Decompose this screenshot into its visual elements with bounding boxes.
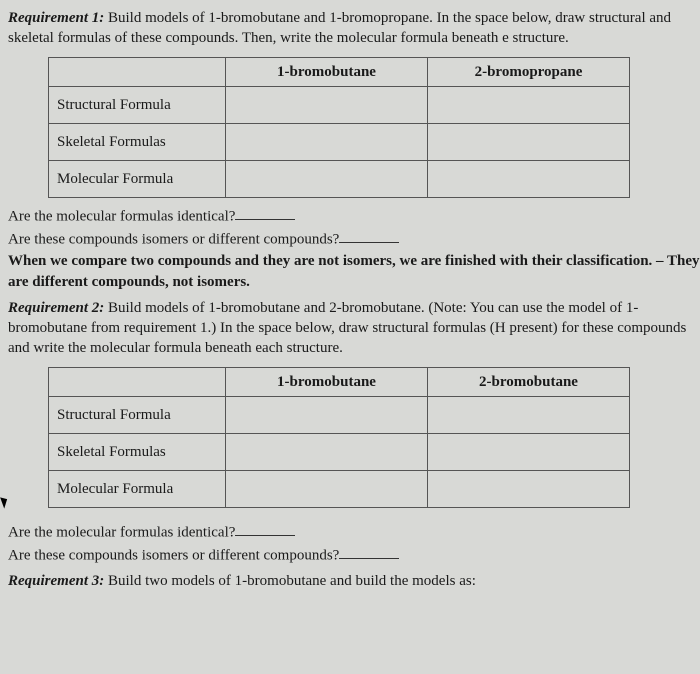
question-line: Are the molecular formulas identical? bbox=[8, 522, 700, 543]
worksheet-page: Requirement 1: Build models of 1-bromobu… bbox=[0, 0, 700, 592]
req1-body: Build models of 1-bromobutane and 1-brom… bbox=[8, 10, 671, 46]
requirement-2-text: Requirement 2: Build models of 1-bromobu… bbox=[8, 298, 700, 359]
table-cell bbox=[428, 123, 630, 160]
col-header: 1-bromobutane bbox=[226, 57, 428, 86]
req2-label: Requirement 2: bbox=[8, 300, 104, 316]
table-req2: 1-bromobutane 2-bromobutane Structural F… bbox=[48, 367, 630, 508]
blank-line bbox=[235, 522, 295, 537]
table-req1: 1-bromobutane 2-bromopropane Structural … bbox=[48, 57, 630, 198]
row-header: Skeletal Formulas bbox=[49, 123, 226, 160]
table-cell bbox=[226, 470, 428, 507]
q1-line1: Are the molecular formulas identical? bbox=[8, 208, 235, 224]
col-header: 2-bromobutane bbox=[428, 367, 630, 396]
question-line: Are the molecular formulas identical? bbox=[8, 206, 700, 227]
table-cell bbox=[226, 396, 428, 433]
table-cell bbox=[226, 160, 428, 197]
table-row: 1-bromobutane 2-bromobutane bbox=[49, 367, 630, 396]
table-row: Structural Formula bbox=[49, 396, 630, 433]
table-cell bbox=[226, 433, 428, 470]
question-line: Are these compounds isomers or different… bbox=[8, 229, 700, 250]
table-corner bbox=[49, 367, 226, 396]
table-cell bbox=[226, 123, 428, 160]
table-row: Skeletal Formulas bbox=[49, 123, 630, 160]
q1-line2: Are these compounds isomers or different… bbox=[8, 231, 339, 247]
req1-label: Requirement 1: bbox=[8, 10, 104, 26]
table-cell bbox=[428, 470, 630, 507]
req2-body: Build models of 1-bromobutane and 2-brom… bbox=[8, 300, 686, 357]
req3-body: Build two models of 1-bromobutane and bu… bbox=[104, 573, 476, 589]
col-header: 2-bromopropane bbox=[428, 57, 630, 86]
classification-statement: When we compare two compounds and they a… bbox=[8, 251, 700, 292]
req3-label: Requirement 3: bbox=[8, 573, 104, 589]
row-header: Skeletal Formulas bbox=[49, 433, 226, 470]
table-cell bbox=[428, 86, 630, 123]
blank-line bbox=[339, 545, 399, 560]
row-header: Molecular Formula bbox=[49, 470, 226, 507]
requirement-1-text: Requirement 1: Build models of 1-bromobu… bbox=[8, 8, 700, 49]
table-cell bbox=[428, 396, 630, 433]
row-header: Structural Formula bbox=[49, 86, 226, 123]
col-header: 1-bromobutane bbox=[226, 367, 428, 396]
row-header: Molecular Formula bbox=[49, 160, 226, 197]
blank-line bbox=[339, 229, 399, 244]
row-header: Structural Formula bbox=[49, 396, 226, 433]
table-cell bbox=[428, 433, 630, 470]
table-row: Molecular Formula bbox=[49, 470, 630, 507]
table-cell bbox=[226, 86, 428, 123]
question-line: Are these compounds isomers or different… bbox=[8, 545, 700, 566]
q2-line2: Are these compounds isomers or different… bbox=[8, 547, 339, 563]
table-row: 1-bromobutane 2-bromopropane bbox=[49, 57, 630, 86]
table-row: Molecular Formula bbox=[49, 160, 630, 197]
table-row: Structural Formula bbox=[49, 86, 630, 123]
requirement-3-text: Requirement 3: Build two models of 1-bro… bbox=[8, 571, 700, 591]
blank-line bbox=[235, 206, 295, 221]
table-row: Skeletal Formulas bbox=[49, 433, 630, 470]
table-cell bbox=[428, 160, 630, 197]
q2-line1: Are the molecular formulas identical? bbox=[8, 524, 235, 540]
table-corner bbox=[49, 57, 226, 86]
